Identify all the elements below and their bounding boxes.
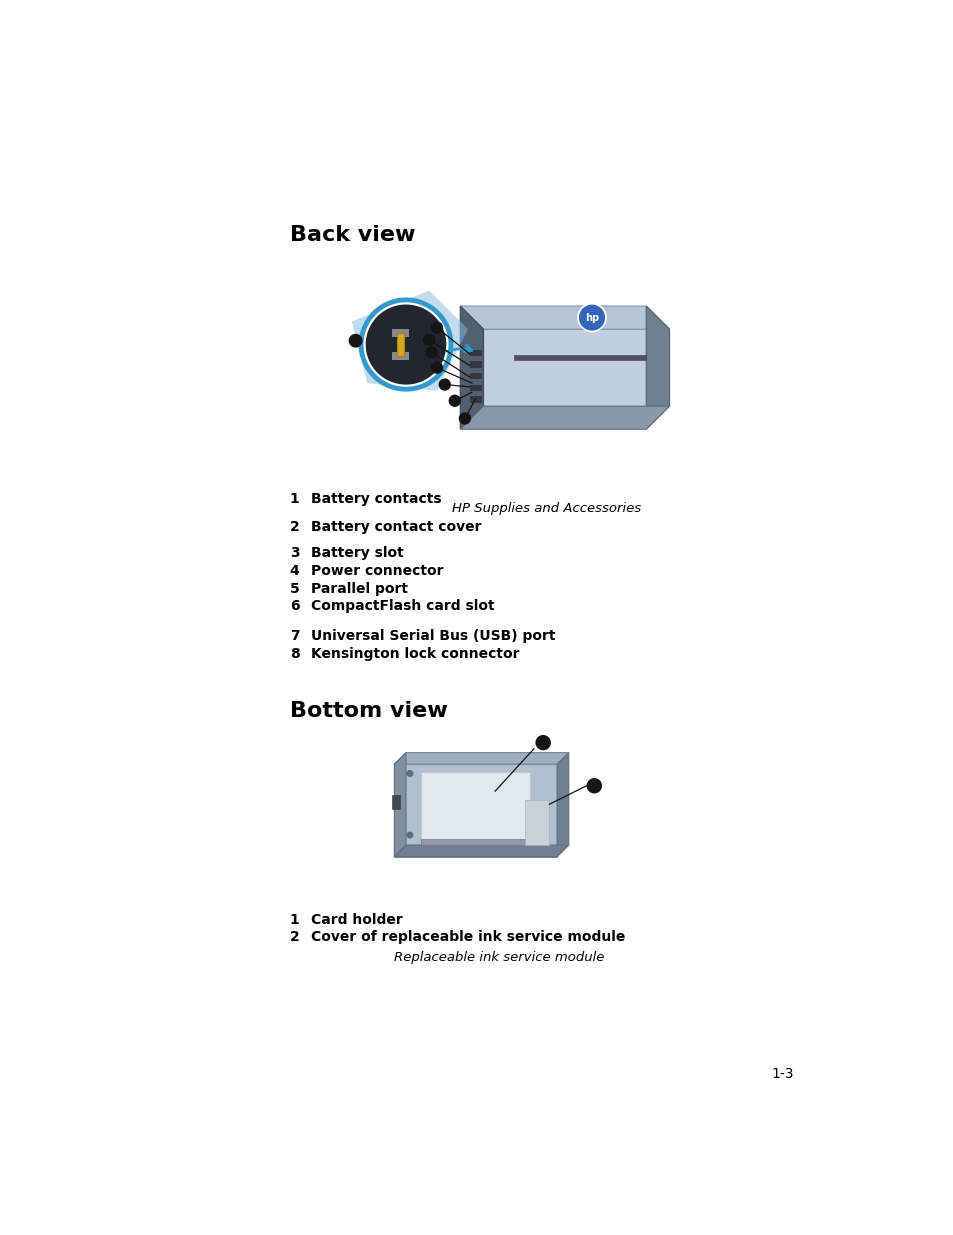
Bar xyxy=(469,350,480,356)
Text: Battery contact cover: Battery contact cover xyxy=(311,520,481,534)
Text: Universal Serial Bus (USB) port: Universal Serial Bus (USB) port xyxy=(311,630,556,643)
Text: 1: 1 xyxy=(290,493,299,506)
FancyArrowPatch shape xyxy=(447,345,471,351)
Text: HP Supplies and Accessories: HP Supplies and Accessories xyxy=(452,503,641,515)
Circle shape xyxy=(448,395,460,406)
Bar xyxy=(392,795,399,809)
Circle shape xyxy=(348,333,362,347)
Bar xyxy=(469,362,480,367)
Text: 3: 3 xyxy=(290,546,299,559)
Text: 8: 8 xyxy=(290,647,299,661)
Text: Card holder: Card holder xyxy=(311,913,403,926)
Bar xyxy=(421,772,530,840)
Text: 4: 4 xyxy=(290,564,299,578)
Text: 5: 5 xyxy=(290,582,299,595)
Circle shape xyxy=(431,362,443,374)
Text: Cover of replaceable ink service module: Cover of replaceable ink service module xyxy=(311,930,625,944)
Circle shape xyxy=(458,412,471,425)
Circle shape xyxy=(586,778,601,793)
Text: Back view: Back view xyxy=(290,225,415,246)
Text: 7: 7 xyxy=(290,630,299,643)
Text: 1-3: 1-3 xyxy=(770,1067,793,1081)
Text: Battery slot: Battery slot xyxy=(311,546,404,559)
Bar xyxy=(421,839,530,845)
Circle shape xyxy=(365,305,446,384)
Bar xyxy=(524,800,549,845)
Bar xyxy=(392,352,409,359)
Polygon shape xyxy=(557,752,568,857)
Polygon shape xyxy=(394,752,568,764)
Circle shape xyxy=(422,333,435,346)
Text: Battery contacts: Battery contacts xyxy=(311,493,441,506)
Polygon shape xyxy=(394,764,557,857)
Text: Replaceable ink service module: Replaceable ink service module xyxy=(394,951,604,963)
Polygon shape xyxy=(459,306,669,330)
Text: CompactFlash card slot: CompactFlash card slot xyxy=(311,599,495,614)
Text: 2: 2 xyxy=(290,520,299,534)
Bar xyxy=(396,333,404,356)
Bar xyxy=(469,384,480,390)
Text: 1: 1 xyxy=(290,913,299,926)
Circle shape xyxy=(406,832,413,839)
Text: 2: 2 xyxy=(290,930,299,944)
Text: Kensington lock connector: Kensington lock connector xyxy=(311,647,519,661)
Text: Parallel port: Parallel port xyxy=(311,582,408,595)
Polygon shape xyxy=(483,330,669,406)
Text: Power connector: Power connector xyxy=(311,564,443,578)
Polygon shape xyxy=(459,406,669,430)
Circle shape xyxy=(431,321,443,333)
Bar xyxy=(392,330,409,337)
Text: hp: hp xyxy=(584,312,598,322)
Circle shape xyxy=(438,378,451,390)
Polygon shape xyxy=(352,290,468,390)
Bar xyxy=(469,373,480,378)
Text: 6: 6 xyxy=(290,599,299,614)
Circle shape xyxy=(360,300,451,389)
Circle shape xyxy=(425,346,437,358)
Bar xyxy=(469,396,480,401)
Circle shape xyxy=(537,832,542,839)
Circle shape xyxy=(535,735,550,751)
Polygon shape xyxy=(645,306,669,430)
Polygon shape xyxy=(394,845,568,857)
Text: Bottom view: Bottom view xyxy=(290,701,447,721)
Polygon shape xyxy=(459,306,483,430)
Bar xyxy=(514,356,645,359)
Circle shape xyxy=(406,771,413,777)
Polygon shape xyxy=(394,752,406,857)
Circle shape xyxy=(578,304,605,331)
